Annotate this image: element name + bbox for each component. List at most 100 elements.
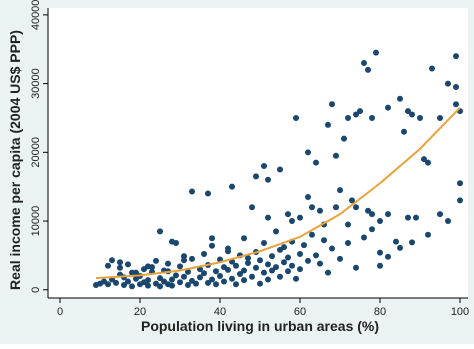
point <box>453 101 459 108</box>
point <box>181 253 187 260</box>
point <box>229 183 235 190</box>
point <box>325 121 331 128</box>
point <box>437 211 443 218</box>
point <box>341 135 347 142</box>
point <box>189 188 195 195</box>
point <box>169 276 175 283</box>
point <box>213 268 219 275</box>
point <box>353 264 359 271</box>
point <box>209 276 215 283</box>
point <box>205 190 211 197</box>
point <box>357 108 363 115</box>
point <box>445 218 451 225</box>
point <box>293 114 299 121</box>
point <box>249 273 255 280</box>
point <box>125 278 131 285</box>
y-tick-label: 20000 <box>30 137 42 168</box>
x-tick-label: 40 <box>214 306 226 318</box>
point <box>297 251 303 258</box>
point <box>105 281 111 288</box>
point <box>409 111 415 118</box>
x-tick-label: 80 <box>374 306 386 318</box>
point <box>281 244 287 251</box>
point <box>353 111 359 118</box>
point <box>257 280 263 287</box>
point <box>393 238 399 245</box>
point <box>305 193 311 200</box>
point <box>297 266 303 273</box>
point <box>177 263 183 270</box>
point <box>193 280 199 287</box>
point <box>293 275 299 282</box>
point <box>413 214 419 221</box>
point <box>337 255 343 262</box>
point <box>157 228 163 235</box>
point <box>221 278 227 285</box>
point <box>385 211 391 218</box>
point <box>409 239 415 246</box>
y-tick-label: 30000 <box>30 68 42 99</box>
point <box>109 257 115 264</box>
point <box>241 277 247 284</box>
point <box>289 262 295 269</box>
point <box>345 240 351 247</box>
point <box>417 114 423 121</box>
point <box>377 262 383 269</box>
point <box>453 53 459 60</box>
point <box>421 156 427 163</box>
point <box>177 279 183 286</box>
y-axis-label: Real income per capita (2004 US$ PPP) <box>7 30 23 290</box>
point <box>217 273 223 280</box>
point <box>229 275 235 282</box>
y-tick-label: 0 <box>30 287 42 293</box>
point <box>273 228 279 235</box>
point <box>277 273 283 280</box>
point <box>173 272 179 279</box>
point <box>305 257 311 264</box>
point <box>289 218 295 225</box>
point <box>313 252 319 259</box>
point <box>253 264 259 271</box>
point <box>181 257 187 264</box>
point <box>329 101 335 108</box>
point <box>345 221 351 228</box>
point <box>233 262 239 269</box>
point <box>117 259 123 266</box>
plot-area <box>48 8 468 298</box>
point <box>401 128 407 135</box>
y-tick-label: 10000 <box>30 206 42 237</box>
x-tick-label: 20 <box>134 306 146 318</box>
point <box>249 204 255 211</box>
point <box>301 242 307 249</box>
point <box>329 245 335 252</box>
point <box>197 274 203 281</box>
point <box>309 231 315 238</box>
point <box>153 257 159 264</box>
point <box>285 268 291 275</box>
point <box>157 275 163 282</box>
point <box>313 159 319 166</box>
point <box>269 253 275 260</box>
point <box>145 263 151 270</box>
point <box>405 108 411 115</box>
point <box>261 269 267 276</box>
point <box>169 282 175 289</box>
point <box>457 197 463 204</box>
point <box>361 234 367 241</box>
point <box>165 260 171 267</box>
point <box>157 283 163 290</box>
x-tick-label: 100 <box>451 306 469 318</box>
point <box>257 257 263 264</box>
point <box>245 259 251 266</box>
point <box>225 266 231 273</box>
point <box>233 281 239 288</box>
point <box>117 264 123 271</box>
point <box>129 283 135 290</box>
point <box>437 114 443 121</box>
point <box>213 281 219 288</box>
point <box>145 277 151 284</box>
point <box>169 238 175 245</box>
point <box>285 211 291 218</box>
point <box>321 237 327 244</box>
